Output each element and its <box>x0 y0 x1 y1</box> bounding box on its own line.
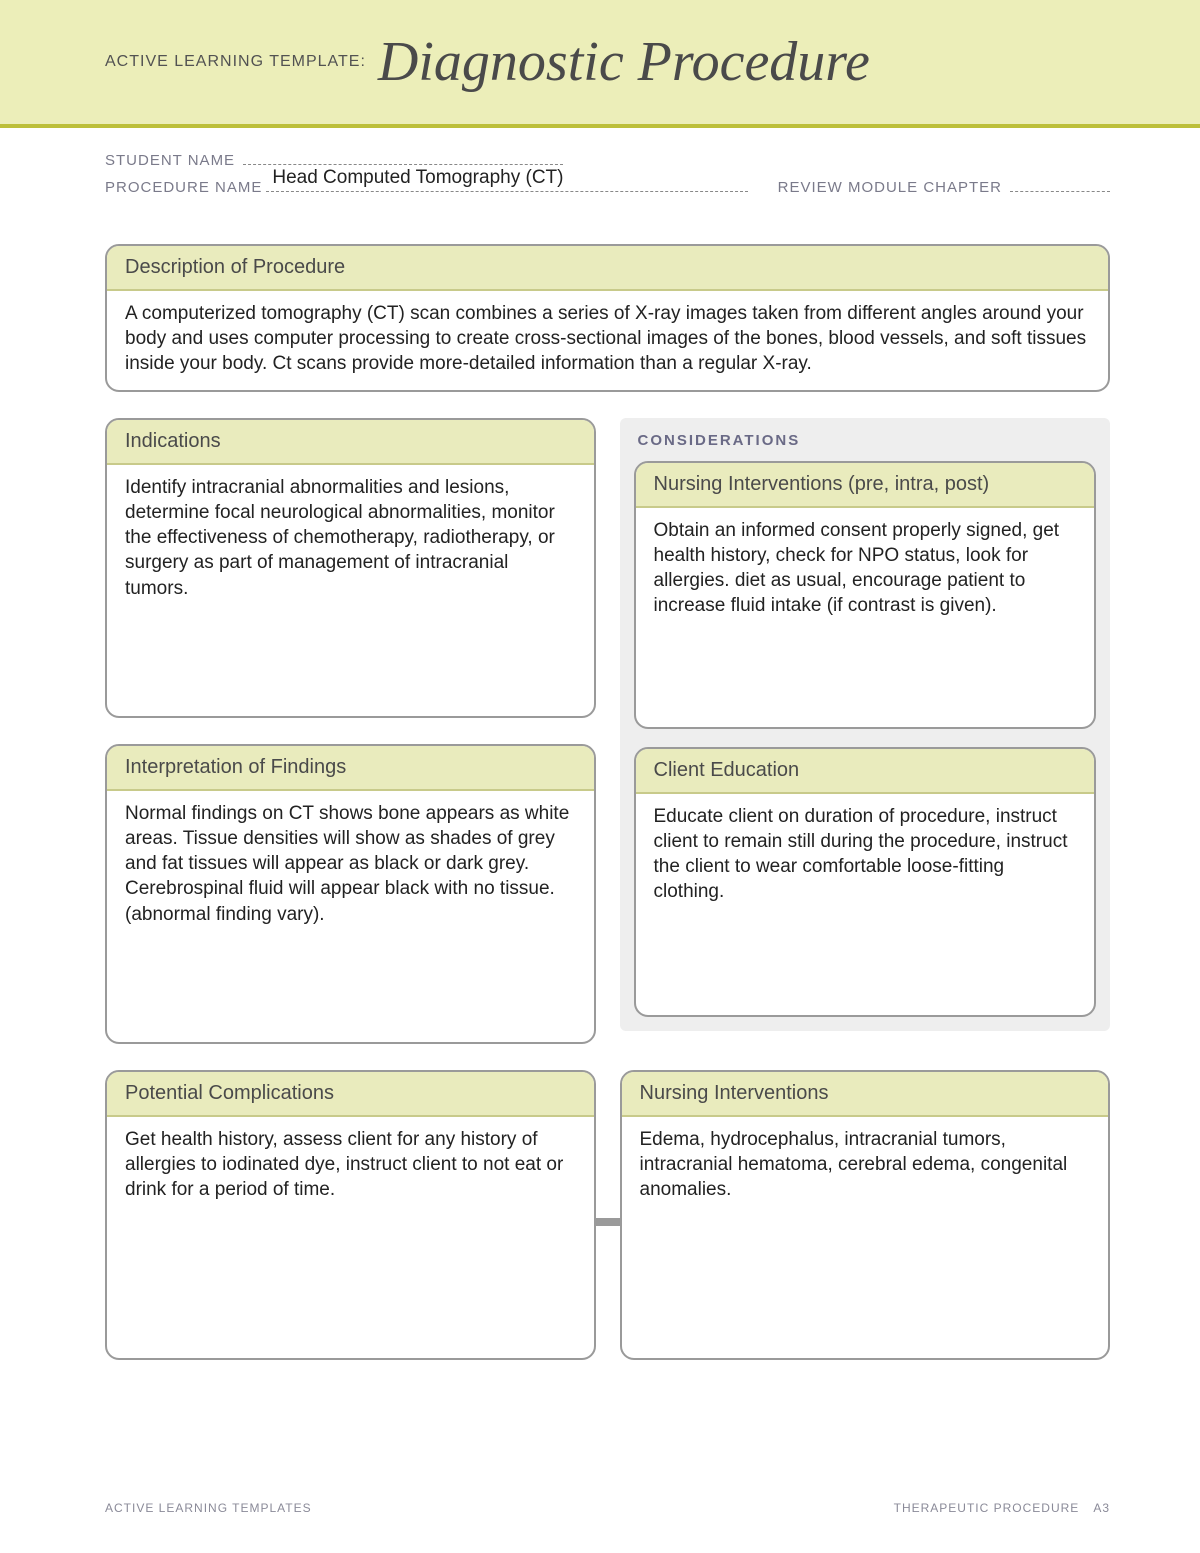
client-education-body: Educate client on duration of procedure,… <box>636 794 1095 918</box>
interpretation-body: Normal findings on CT shows bone appears… <box>107 791 594 940</box>
indications-header: Indications <box>107 420 594 465</box>
footer-right-label: THERAPEUTIC PROCEDURE <box>894 1501 1080 1515</box>
footer-left: ACTIVE LEARNING TEMPLATES <box>105 1501 312 1515</box>
nursing-interventions-header: Nursing Interventions <box>622 1072 1109 1117</box>
considerations-label: CONSIDERATIONS <box>634 418 1097 461</box>
description-box: Description of Procedure A computerized … <box>105 244 1110 392</box>
nursing-pre-header: Nursing Interventions (pre, intra, post) <box>636 463 1095 508</box>
box-connector <box>594 1218 622 1226</box>
description-body: A computerized tomography (CT) scan comb… <box>107 291 1108 390</box>
header-prefix: ACTIVE LEARNING TEMPLATE: <box>105 53 366 71</box>
potential-complications-box: Potential Complications Get health histo… <box>105 1070 596 1360</box>
left-column: Indications Identify intracranial abnorm… <box>105 418 596 1070</box>
header-title: Diagnostic Procedure <box>378 30 870 94</box>
right-column: CONSIDERATIONS Nursing Interventions (pr… <box>620 418 1111 1070</box>
footer-page: A3 <box>1093 1501 1110 1515</box>
review-chapter-line[interactable] <box>1010 191 1110 192</box>
middle-columns: Indications Identify intracranial abnorm… <box>105 418 1110 1070</box>
client-education-header: Client Education <box>636 749 1095 794</box>
footer: ACTIVE LEARNING TEMPLATES THERAPEUTIC PR… <box>105 1501 1110 1515</box>
bottom-row: Potential Complications Get health histo… <box>105 1070 1110 1360</box>
boxes-area: Description of Procedure A computerized … <box>105 244 1110 1360</box>
review-chapter-label: REVIEW MODULE CHAPTER <box>778 179 1002 196</box>
interpretation-box: Interpretation of Findings Normal findin… <box>105 744 596 1044</box>
procedure-name-value: Head Computed Tomography (CT) <box>272 167 563 189</box>
student-name-line[interactable] <box>243 164 563 165</box>
nursing-interventions-box: Nursing Interventions Edema, hydrocephal… <box>620 1070 1111 1360</box>
procedure-name-label: PROCEDURE NAME <box>105 179 262 196</box>
header-band: ACTIVE LEARNING TEMPLATE: Diagnostic Pro… <box>0 0 1200 128</box>
description-header: Description of Procedure <box>107 246 1108 291</box>
client-education-box: Client Education Educate client on durat… <box>634 747 1097 1017</box>
nursing-interventions-body: Edema, hydrocephalus, intracranial tumor… <box>622 1117 1109 1216</box>
potential-complications-header: Potential Complications <box>107 1072 594 1117</box>
student-name-label: STUDENT NAME <box>105 152 235 169</box>
considerations-wrap: CONSIDERATIONS Nursing Interventions (pr… <box>620 418 1111 1031</box>
nursing-pre-box: Nursing Interventions (pre, intra, post)… <box>634 461 1097 729</box>
content-area: STUDENT NAME PROCEDURE NAME Head Compute… <box>0 128 1200 1360</box>
interpretation-header: Interpretation of Findings <box>107 746 594 791</box>
footer-right: THERAPEUTIC PROCEDURE A3 <box>894 1501 1110 1515</box>
nursing-pre-body: Obtain an informed consent properly sign… <box>636 508 1095 632</box>
indications-box: Indications Identify intracranial abnorm… <box>105 418 596 718</box>
potential-complications-body: Get health history, assess client for an… <box>107 1117 594 1216</box>
procedure-name-line[interactable]: Head Computed Tomography (CT) <box>266 191 747 192</box>
procedure-row: PROCEDURE NAME Head Computed Tomography … <box>105 179 1110 196</box>
student-name-row: STUDENT NAME <box>105 152 1110 169</box>
indications-body: Identify intracranial abnormalities and … <box>107 465 594 614</box>
